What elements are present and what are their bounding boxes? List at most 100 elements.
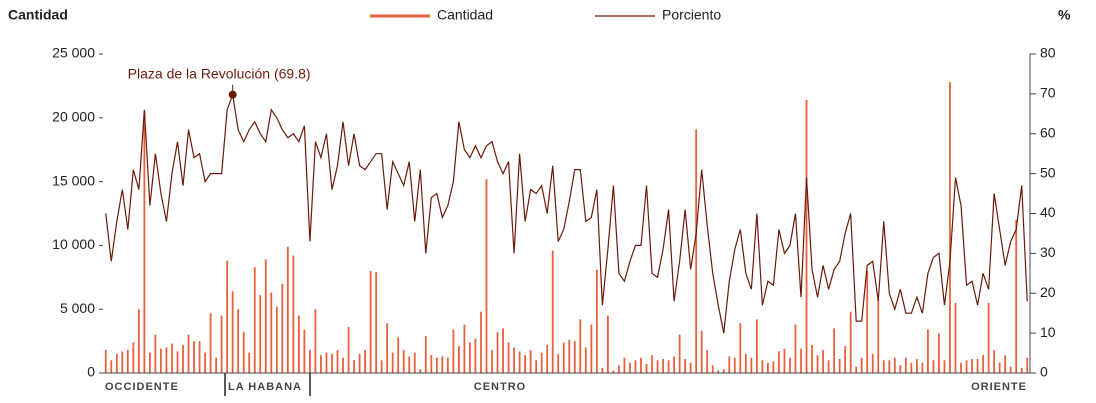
bar [689, 362, 692, 373]
bar [827, 360, 830, 373]
y2-tick-label: 20 [1040, 284, 1056, 300]
bar [231, 291, 234, 373]
bar [441, 356, 444, 373]
bar [358, 353, 361, 373]
bar [496, 332, 499, 373]
bar [209, 313, 212, 373]
bar [297, 315, 300, 373]
bar [849, 311, 852, 373]
y-tick-label: 20 000 [52, 109, 95, 125]
bar [888, 360, 891, 373]
bar [877, 298, 880, 373]
bar [524, 355, 527, 373]
bar [463, 324, 466, 373]
bar [1004, 355, 1007, 373]
bar [645, 364, 648, 373]
bar [938, 333, 940, 373]
bar [491, 350, 493, 373]
bar [303, 329, 306, 373]
bar [474, 338, 477, 373]
bar [187, 334, 190, 373]
y-axis-title: Cantidad [8, 7, 68, 23]
bar [838, 358, 841, 373]
bar [182, 344, 184, 373]
bar [651, 355, 653, 373]
bar [309, 350, 311, 373]
bar [386, 323, 389, 373]
bar [755, 319, 758, 373]
bar [502, 328, 504, 373]
bar [160, 348, 162, 373]
bar [860, 357, 863, 373]
bar [408, 356, 411, 373]
bar [259, 295, 262, 373]
region-label: LA HABANA [228, 381, 302, 393]
bar [458, 346, 460, 373]
bar [805, 99, 808, 373]
bar [800, 348, 802, 373]
bar [606, 315, 609, 373]
bar [882, 360, 885, 373]
bar [397, 337, 400, 373]
bar [540, 352, 543, 373]
bar [364, 350, 366, 373]
bar [518, 351, 521, 373]
bar [673, 356, 675, 373]
bar [833, 328, 836, 373]
bar [215, 357, 218, 373]
bar [237, 309, 240, 373]
bar [419, 369, 422, 373]
bar [132, 342, 135, 373]
bar [943, 360, 946, 373]
bar [601, 367, 604, 373]
y2-tick-label: 40 [1040, 204, 1056, 220]
bar [1026, 357, 1029, 373]
bar [960, 362, 962, 373]
bar [987, 302, 990, 373]
bar [595, 269, 598, 373]
bar [612, 370, 615, 373]
y-tick-label: 10 000 [52, 236, 95, 252]
bar [204, 352, 206, 373]
bar [513, 347, 515, 373]
bar [121, 351, 124, 373]
bar [822, 350, 824, 373]
bar [684, 358, 687, 373]
bar [904, 357, 907, 373]
bar [866, 270, 869, 373]
bar [380, 360, 383, 373]
bar [739, 323, 742, 373]
bar [568, 339, 571, 373]
bar [325, 352, 328, 373]
bar [264, 259, 267, 373]
bar [722, 369, 725, 373]
y2-tick-label: 30 [1040, 244, 1056, 260]
bar [546, 344, 549, 373]
bar [789, 357, 791, 373]
bar [1015, 219, 1018, 373]
bar [336, 350, 339, 373]
bar [811, 344, 813, 373]
bar [927, 329, 929, 373]
bar [248, 352, 251, 373]
bar [226, 260, 229, 373]
bar [915, 358, 918, 373]
bar [193, 341, 195, 373]
bar [954, 302, 957, 373]
bar [855, 366, 858, 373]
bar [253, 267, 256, 373]
bar [910, 362, 913, 373]
y2-tick-label: 0 [1040, 364, 1048, 380]
bar [629, 362, 631, 373]
bar [711, 365, 714, 373]
bar [281, 283, 284, 373]
bar [921, 362, 924, 373]
bar [314, 309, 317, 373]
y-tick-label: 0 [87, 364, 95, 380]
bar [772, 361, 775, 373]
bar [480, 311, 482, 373]
bar [982, 355, 984, 373]
bar [733, 357, 736, 373]
